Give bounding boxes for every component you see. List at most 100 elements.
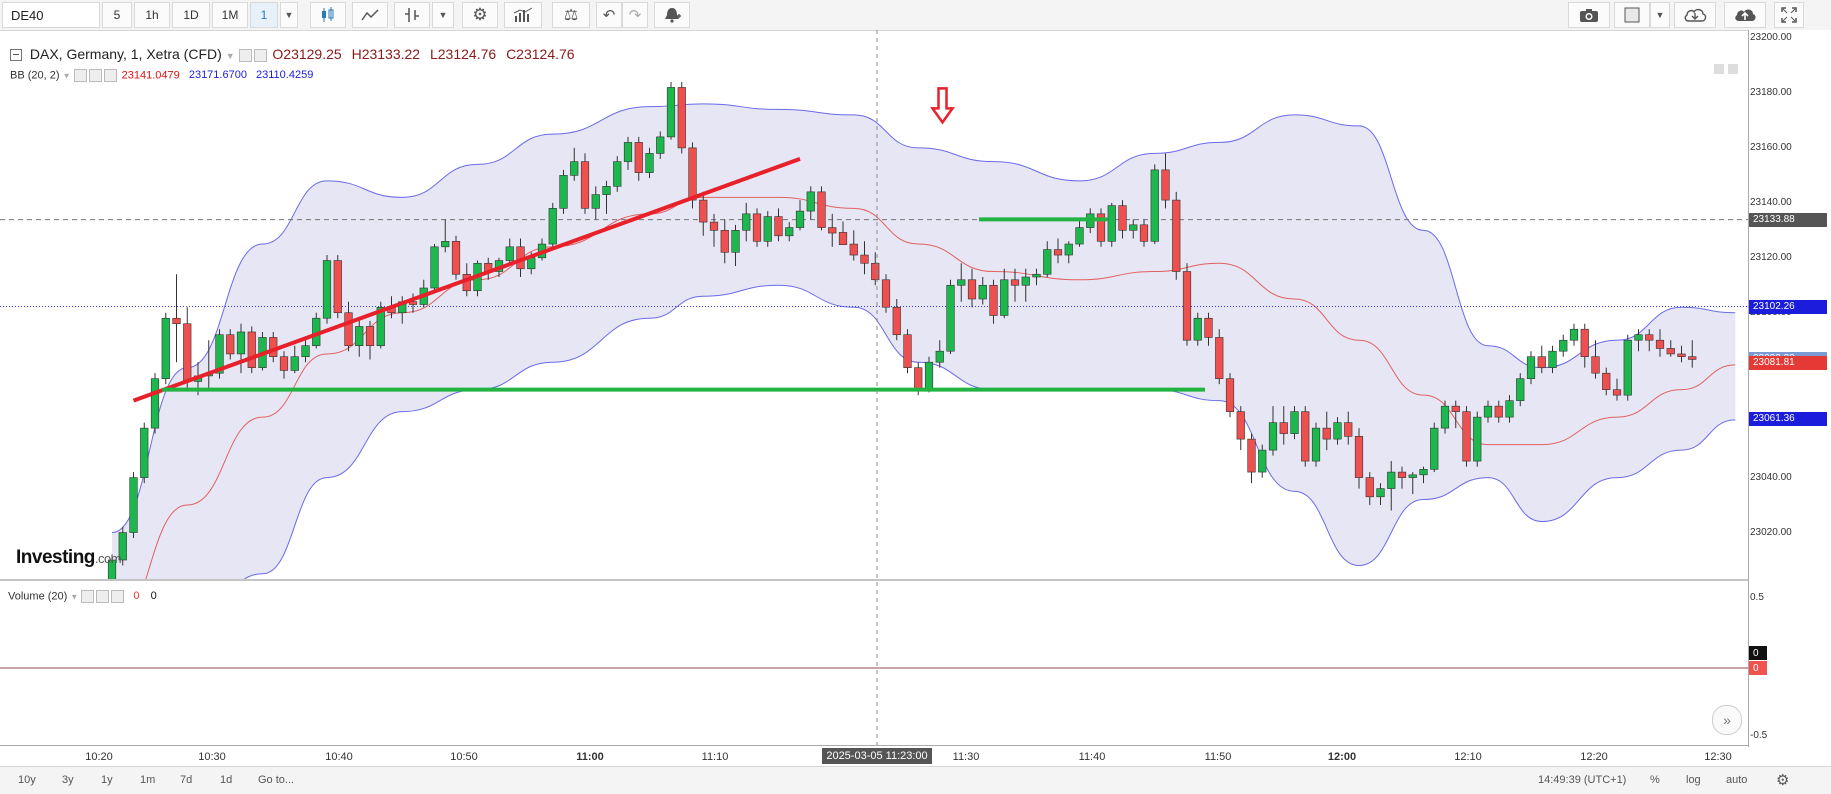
interval-1m-button[interactable]: 1M (212, 2, 248, 28)
candle (1526, 351, 1536, 385)
interval-1d-button[interactable]: 1D (172, 2, 210, 28)
candlestick-icon[interactable] (310, 2, 346, 28)
candle (1096, 208, 1106, 247)
candle-body (1623, 339, 1632, 396)
candle-body (1666, 348, 1675, 355)
camera-icon[interactable] (1568, 2, 1610, 28)
range-10y-button[interactable]: 10y (18, 774, 36, 786)
candle (892, 299, 901, 341)
pane-maximize-icon[interactable] (1714, 64, 1724, 74)
candle (1236, 406, 1245, 451)
eye-icon[interactable] (238, 48, 252, 62)
layout-dropdown-icon[interactable]: ▼ (1650, 2, 1670, 28)
candle (548, 202, 557, 247)
ohlc-high: H23133.22 (351, 46, 421, 62)
symbol-input[interactable]: DE40 (2, 2, 100, 28)
goto-button[interactable]: Go to... (258, 774, 295, 786)
volume-settings-icon[interactable] (96, 590, 110, 603)
candle (860, 241, 869, 275)
price-tag: 23061.36 (1749, 411, 1827, 426)
candle (1301, 406, 1310, 467)
drawing-dropdown-icon[interactable]: ▼ (432, 2, 454, 28)
percent-toggle[interactable]: % (1650, 774, 1660, 786)
log-toggle[interactable]: log (1686, 774, 1701, 786)
pane-minimize-icon[interactable] (1728, 64, 1738, 74)
redo-icon[interactable]: ↷ (622, 2, 648, 28)
interval-1-button[interactable]: 1 (250, 2, 278, 28)
bb-close-icon[interactable] (103, 69, 117, 82)
bb-settings-icon[interactable] (88, 69, 102, 82)
chart-legend: DAX, Germany, 1, Xetra (CFD) ▼ O23129.25… (10, 46, 575, 62)
line-chart-icon[interactable] (352, 2, 388, 28)
candle-body (1021, 276, 1030, 286)
candle (333, 255, 342, 319)
candle-body (408, 301, 418, 305)
range-1d-button[interactable]: 1d (220, 774, 233, 786)
interval-5-button[interactable]: 5 (102, 2, 132, 28)
alert-bell-icon[interactable] (654, 2, 690, 28)
auto-toggle[interactable]: auto (1726, 774, 1748, 786)
time-tick: 11:30 (952, 751, 980, 763)
range-3y-button[interactable]: 3y (62, 774, 74, 786)
interval-dropdown-icon[interactable]: ▼ (280, 2, 298, 28)
bb-upper-value: 23171.6700 (188, 69, 247, 82)
price-chart[interactable] (0, 30, 1748, 745)
price-tag: 23133.88 (1749, 212, 1827, 227)
bb-lower-value: 23110.4259 (256, 69, 314, 82)
candle (785, 222, 794, 242)
layout-square-icon[interactable] (1614, 2, 1650, 28)
candle-body (279, 356, 289, 371)
price-axis[interactable] (1748, 30, 1831, 747)
range-7d-button[interactable]: 7d (180, 774, 193, 786)
candle-body (656, 136, 665, 154)
candle (1408, 472, 1417, 495)
candle (172, 274, 181, 363)
price-tick: 23200.00 (1750, 32, 1792, 43)
time-tick: 12:10 (1454, 751, 1482, 763)
compare-scale-icon[interactable]: ⚖ (552, 2, 590, 28)
scroll-to-latest-button[interactable]: » (1712, 705, 1742, 735)
candle-body (301, 345, 310, 357)
volume-dropdown-icon[interactable]: ▼ (70, 592, 79, 602)
bb-eye-icon[interactable] (73, 69, 87, 82)
candle-body (322, 260, 332, 319)
candle (924, 356, 934, 393)
price-tag: 23102.26 (1749, 299, 1827, 314)
candle (1376, 483, 1385, 506)
candle (580, 153, 590, 214)
settings-gear-icon[interactable]: ⚙ (462, 2, 498, 28)
bottom-settings-icon[interactable]: ⚙ (1776, 772, 1790, 789)
fullscreen-icon[interactable] (1774, 2, 1804, 28)
range-1m-button[interactable]: 1m (140, 774, 156, 786)
candle-body (1354, 436, 1364, 478)
drawing-tools-icon[interactable] (394, 2, 430, 28)
candle (795, 200, 805, 231)
candle-body (1322, 427, 1331, 440)
candle-body (1247, 438, 1256, 473)
settings-icon[interactable] (253, 48, 267, 62)
volume-close-icon[interactable] (111, 590, 125, 603)
bb-dropdown-icon[interactable]: ▼ (62, 71, 71, 81)
price-tick: 23160.00 (1750, 141, 1792, 153)
undo-icon[interactable]: ↶ (596, 2, 622, 28)
legend-dropdown-icon[interactable]: ▼ (225, 51, 235, 61)
interval-1h-button[interactable]: 1h (134, 2, 170, 28)
candle-body (1139, 224, 1149, 242)
candle (226, 329, 235, 360)
collapse-icon[interactable] (10, 49, 22, 62)
range-1y-button[interactable]: 1y (101, 774, 113, 786)
candle-body (1408, 474, 1417, 478)
candle-body (613, 161, 622, 187)
candle (1032, 268, 1041, 286)
cloud-download-icon[interactable] (1674, 2, 1716, 28)
candle-body (365, 326, 375, 347)
candle (828, 213, 837, 247)
cloud-upload-icon[interactable] (1724, 2, 1766, 28)
toolbar: DE40 5 1h 1D 1M 1 ▼ ▼ ⚙ ⚖ ↶ ↷ ▼ (0, 0, 1831, 31)
candle (1569, 323, 1579, 346)
candle-body (1118, 205, 1127, 231)
volume-eye-icon[interactable] (81, 590, 95, 603)
indicators-icon[interactable] (504, 2, 542, 28)
candle-body (333, 260, 342, 314)
down-arrow-annotation (930, 87, 955, 125)
